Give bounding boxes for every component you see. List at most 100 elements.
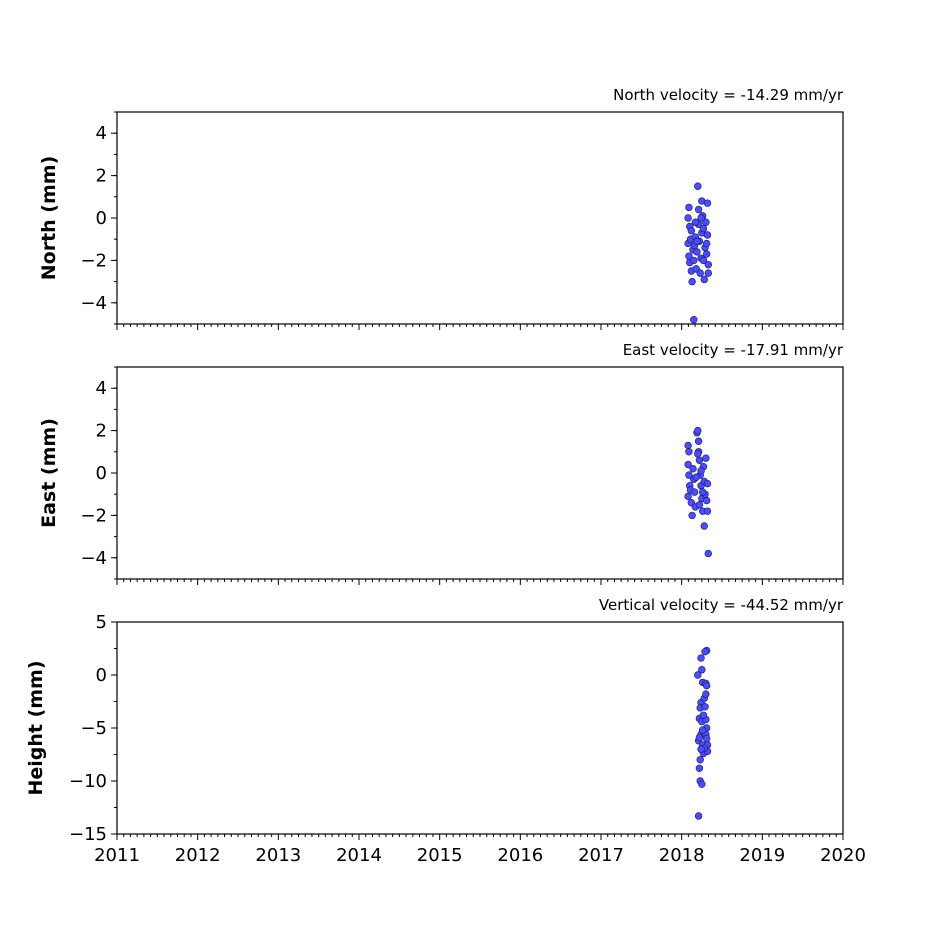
north-axes-frame: [116, 111, 844, 325]
east-data-point: [690, 488, 699, 496]
north-data-point: [690, 316, 698, 324]
north-y-axis-label: North (mm): [38, 156, 60, 281]
height-data-point: [698, 665, 706, 674]
east-data-point: [702, 454, 710, 462]
east-data-point: [704, 549, 712, 558]
height-data-point: [695, 764, 704, 772]
north-data-point: [693, 248, 701, 256]
height-axes-frame: [116, 621, 844, 835]
x-tick-label: 2019: [739, 845, 785, 866]
north-data-point: [694, 182, 702, 190]
north-data-point: [703, 199, 712, 207]
x-tick-label: 2013: [255, 845, 301, 866]
north-velocity-title: North velocity = -14.29 mm/yr: [613, 86, 844, 104]
east-data-point: [684, 441, 692, 450]
east-data-point: [695, 501, 704, 509]
east-x-ticks: [116, 579, 844, 585]
north-data-point: [704, 269, 712, 277]
east-data-point: [694, 437, 703, 445]
height-data-point: [696, 756, 704, 764]
east-data-point: [689, 465, 697, 473]
north-data-point: [702, 218, 710, 226]
north-y-tick-label: −2: [80, 250, 107, 271]
height-data-point: [699, 711, 708, 719]
height-data-point: [701, 703, 709, 711]
height-data-point: [694, 812, 703, 820]
east-axes-frame: [116, 366, 844, 580]
east-y-tick-label: −2: [80, 505, 107, 526]
x-tick-label: 2014: [336, 845, 382, 866]
height-data-point: [702, 734, 711, 743]
height-data-point: [702, 681, 711, 690]
east-data-point: [700, 522, 708, 530]
east-y-axis-label: East (mm): [38, 418, 60, 528]
north-x-ticks: [116, 324, 844, 330]
east-data-point: [694, 426, 702, 435]
east-data-point: [698, 488, 707, 496]
north-data-point: [702, 250, 711, 258]
north-data-point: [699, 256, 708, 265]
north-data-point: [702, 239, 711, 248]
east-y-tick-label: 2: [96, 421, 107, 442]
east-points: [684, 426, 712, 558]
height-data-point: [701, 647, 709, 656]
x-tick-label: 2018: [659, 845, 705, 866]
x-tick-label: 2012: [175, 845, 221, 866]
north-data-point: [697, 214, 705, 222]
east-y-tick-label: 0: [96, 463, 107, 484]
east-data-point: [697, 467, 705, 475]
height-data-point: [697, 745, 705, 753]
north-data-point: [693, 237, 701, 246]
north-data-point: [688, 277, 696, 286]
east-data-point: [694, 450, 702, 458]
east-data-point: [703, 479, 712, 488]
east-data-point: [685, 448, 693, 456]
x-tick-label: 2020: [820, 845, 866, 866]
north-data-point: [685, 203, 693, 212]
north-y-tick-label: 4: [96, 123, 107, 144]
east-data-point: [684, 492, 692, 501]
height-data-point: [698, 780, 706, 788]
height-panel: Vertical velocity = -44.52 mm/yr Height …: [25, 596, 866, 866]
height-y-tick-label: −10: [69, 771, 107, 792]
vertical-velocity-title: Vertical velocity = -44.52 mm/yr: [599, 596, 844, 614]
north-y-tick-label: −4: [80, 293, 107, 314]
east-velocity-title: East velocity = -17.91 mm/yr: [623, 341, 844, 359]
x-tick-label: 2017: [578, 845, 624, 866]
x-tick-label: 2015: [417, 845, 463, 866]
east-data-point: [684, 460, 692, 469]
north-data-point: [696, 269, 704, 277]
height-y-tick-label: −5: [80, 718, 107, 739]
east-data-point: [692, 473, 700, 481]
height-data-point: [698, 726, 707, 734]
east-y-tick-label: 4: [96, 378, 107, 399]
north-data-point: [699, 224, 708, 233]
north-panel: North velocity = -14.29 mm/yr North (mm)…: [38, 86, 844, 330]
north-data-point: [700, 275, 708, 284]
east-y-tick-label: −4: [80, 548, 107, 569]
north-y-tick-label: 0: [96, 208, 107, 229]
height-y-tick-label: 0: [96, 665, 107, 686]
east-data-point: [685, 471, 693, 479]
north-y-ticks: −4 −2 0 2 4: [80, 111, 117, 325]
east-y-ticks: −4 −2 0 2 4: [80, 366, 117, 580]
north-y-tick-label: 2: [96, 166, 107, 187]
height-y-axis-label: Height (mm): [25, 660, 47, 795]
x-tick-label: 2016: [497, 845, 543, 866]
height-y-ticks: −15 −10 −5 0 5: [69, 612, 117, 845]
north-data-point: [704, 260, 712, 269]
east-data-point: [703, 507, 712, 515]
east-data-point: [702, 496, 711, 505]
x-tick-label: 2011: [94, 845, 140, 866]
height-x-ticks: 2011 2012 2013 2014 2015 2016 2017 2018 2019 2020: [94, 834, 866, 866]
north-data-point: [684, 214, 692, 222]
height-y-tick-label: 5: [96, 612, 107, 633]
height-data-point: [702, 690, 710, 698]
north-points: [684, 182, 712, 324]
height-y-tick-label: −15: [69, 824, 107, 845]
north-data-point: [687, 227, 696, 235]
east-panel: East velocity = -17.91 mm/yr East (mm) −…: [38, 341, 844, 585]
east-data-point: [695, 456, 704, 464]
north-data-point: [690, 256, 698, 265]
